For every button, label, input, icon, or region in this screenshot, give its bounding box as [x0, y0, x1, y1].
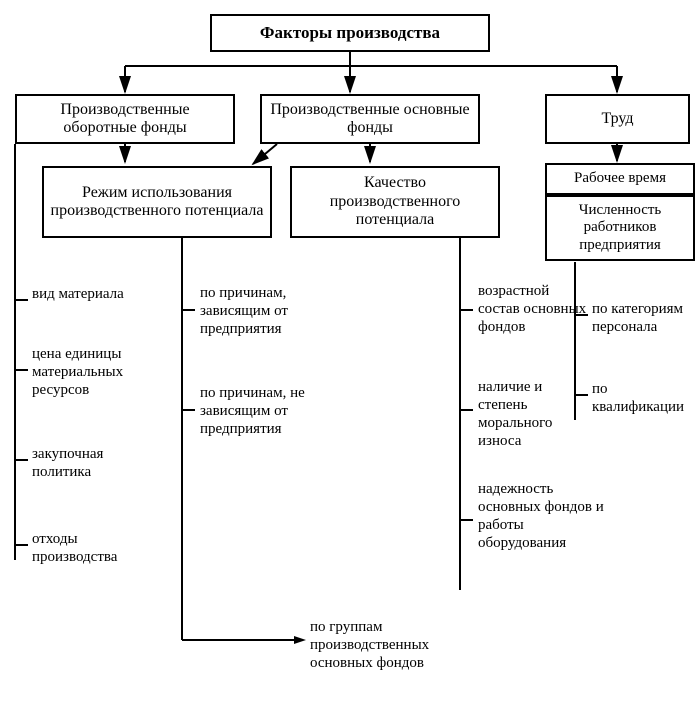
chisl-text: Численность работников предприятия	[553, 202, 687, 254]
rabvrem-text: Рабочее время	[574, 170, 666, 187]
box-rezhim: Режим использования производственного по…	[42, 166, 272, 238]
kachestvo-text: Качество производственного потенциала	[298, 174, 492, 229]
left-item-3: закупочная политика	[32, 445, 152, 481]
box-trud: Труд	[545, 94, 690, 144]
bottom-label: по группам производственных основных фон…	[310, 618, 490, 672]
left-item-4: отходы производства	[32, 530, 162, 566]
oborot-text: Производственные оборотные фонды	[23, 101, 227, 138]
kach-item-1: возрастной состав основных фондов	[478, 282, 588, 336]
box-kachestvo: Качество производственного потенциала	[290, 166, 500, 238]
trud-text: Труд	[601, 110, 633, 128]
kach-item-2: наличие и степень морального износа	[478, 378, 588, 450]
trud-item-1: по категориям персонала	[592, 300, 700, 336]
title-text: Факторы производства	[260, 23, 440, 43]
rezhim-item-1: по причинам, зависящим от предприятия	[200, 284, 350, 338]
box-osnovn: Производственные основные фонды	[260, 94, 480, 144]
title-box: Факторы производства	[210, 14, 490, 52]
rezhim-text: Режим использования производственного по…	[50, 184, 264, 221]
osnovn-text: Производственные основные фонды	[268, 101, 472, 138]
box-chisl: Численность работников предприятия	[545, 195, 695, 261]
left-item-1: вид материала	[32, 285, 152, 303]
box-oborot: Производственные оборотные фонды	[15, 94, 235, 144]
left-item-2: цена единицы материальных ресурсов	[32, 345, 162, 399]
trud-item-2: по квалификации	[592, 380, 700, 416]
kach-item-3: надежность основных фондов и работы обор…	[478, 480, 608, 552]
rezhim-item-2: по причинам, не зависящим от предприятия	[200, 384, 360, 438]
box-rabvrem: Рабочее время	[545, 163, 695, 195]
